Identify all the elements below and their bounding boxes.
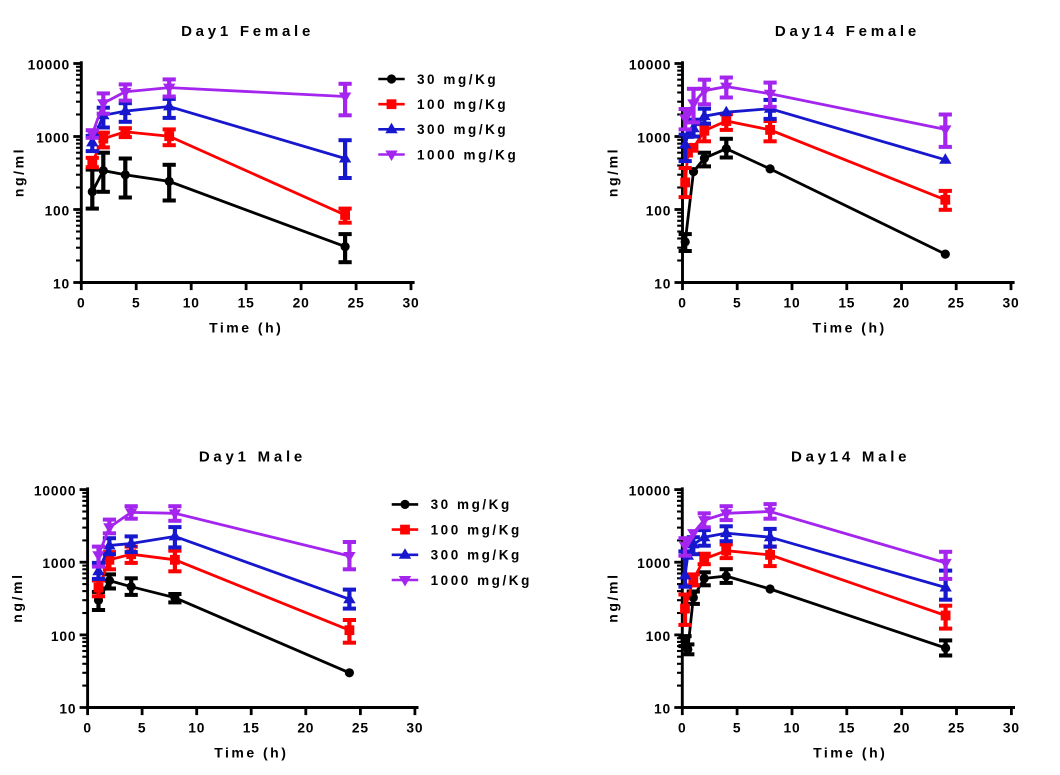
svg-text:10000: 10000 <box>34 484 76 499</box>
svg-text:100: 100 <box>51 629 76 644</box>
svg-text:ng/ml: ng/ml <box>605 572 621 622</box>
svg-text:10000: 10000 <box>629 484 671 499</box>
svg-text:1000: 1000 <box>637 130 671 145</box>
svg-text:25: 25 <box>352 721 369 736</box>
svg-text:Day14 Male: Day14 Male <box>791 449 910 466</box>
svg-text:10: 10 <box>784 721 801 736</box>
svg-text:10: 10 <box>53 276 70 291</box>
svg-text:1000 mg/Kg: 1000 mg/Kg <box>431 573 532 588</box>
svg-text:1000: 1000 <box>42 556 76 571</box>
svg-text:1000 mg/Kg: 1000 mg/Kg <box>417 147 518 162</box>
svg-text:5: 5 <box>132 296 140 311</box>
svg-text:10: 10 <box>188 721 205 736</box>
svg-text:15: 15 <box>238 296 255 311</box>
svg-text:0: 0 <box>83 721 91 736</box>
svg-text:30: 30 <box>1003 296 1020 311</box>
svg-text:30: 30 <box>406 721 423 736</box>
svg-text:ng/ml: ng/ml <box>11 147 27 197</box>
svg-text:Day14 Female: Day14 Female <box>775 23 920 40</box>
svg-text:10000: 10000 <box>629 57 671 72</box>
svg-text:30: 30 <box>1003 721 1020 736</box>
svg-text:25: 25 <box>348 296 365 311</box>
svg-text:100 mg/Kg: 100 mg/Kg <box>431 522 522 537</box>
svg-text:0: 0 <box>77 296 85 311</box>
svg-text:30 mg/Kg: 30 mg/Kg <box>431 497 512 512</box>
svg-text:20: 20 <box>893 721 910 736</box>
svg-text:15: 15 <box>243 721 260 736</box>
svg-text:15: 15 <box>838 721 855 736</box>
svg-text:ng/ml: ng/ml <box>605 147 621 197</box>
svg-text:100: 100 <box>646 203 671 218</box>
svg-text:20: 20 <box>297 721 314 736</box>
svg-text:25: 25 <box>948 296 965 311</box>
svg-text:Time (h): Time (h) <box>813 745 887 761</box>
svg-text:10: 10 <box>59 701 76 716</box>
svg-text:100: 100 <box>646 629 671 644</box>
svg-text:5: 5 <box>733 296 741 311</box>
svg-text:1000: 1000 <box>637 556 671 571</box>
svg-text:10: 10 <box>784 296 801 311</box>
svg-text:15: 15 <box>838 296 855 311</box>
svg-text:Time (h): Time (h) <box>209 320 283 336</box>
svg-text:5: 5 <box>733 721 741 736</box>
svg-text:0: 0 <box>678 296 686 311</box>
svg-text:30 mg/Kg: 30 mg/Kg <box>417 72 498 87</box>
svg-text:5: 5 <box>138 721 146 736</box>
svg-text:Time (h): Time (h) <box>812 320 886 336</box>
svg-text:10: 10 <box>183 296 200 311</box>
svg-text:10: 10 <box>654 276 671 291</box>
svg-text:10000: 10000 <box>28 57 70 72</box>
svg-text:100: 100 <box>45 203 70 218</box>
svg-text:10: 10 <box>654 701 671 716</box>
svg-text:Day1 Female: Day1 Female <box>181 23 314 40</box>
svg-text:ng/ml: ng/ml <box>9 572 25 622</box>
svg-text:20: 20 <box>893 296 910 311</box>
svg-text:Time (h): Time (h) <box>214 745 288 761</box>
svg-text:Day1 Male: Day1 Male <box>199 449 306 466</box>
svg-text:25: 25 <box>948 721 965 736</box>
svg-text:300 mg/Kg: 300 mg/Kg <box>417 122 508 137</box>
svg-text:100 mg/Kg: 100 mg/Kg <box>417 97 508 112</box>
svg-text:300 mg/Kg: 300 mg/Kg <box>431 548 522 563</box>
svg-text:30: 30 <box>403 296 420 311</box>
svg-text:1000: 1000 <box>36 130 70 145</box>
svg-text:20: 20 <box>293 296 310 311</box>
svg-text:0: 0 <box>678 721 686 736</box>
